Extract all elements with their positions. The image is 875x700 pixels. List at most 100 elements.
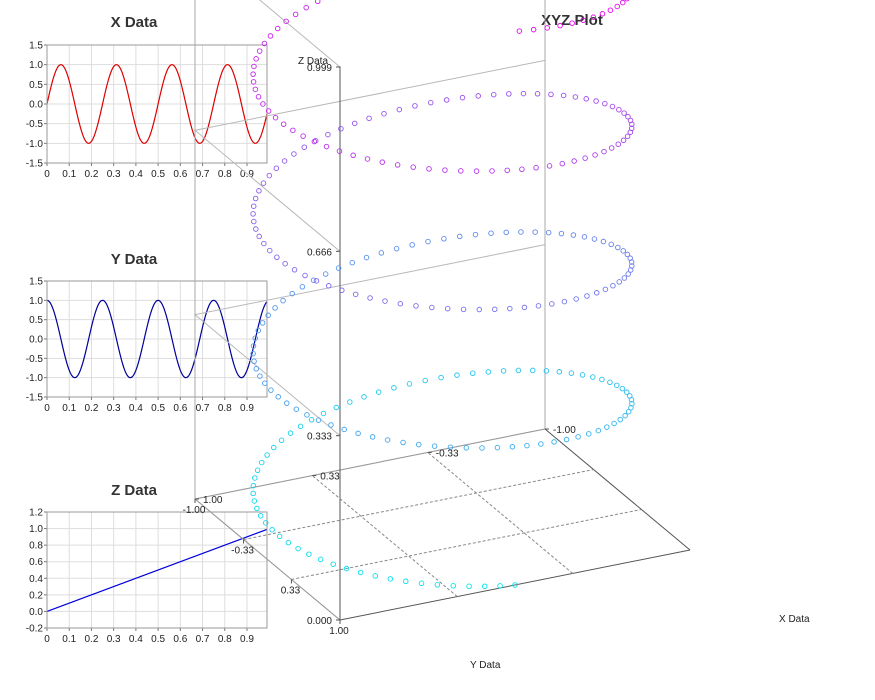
helix-point: [485, 369, 492, 375]
y-data-panel: Y Data 0 0.1 0.2 0.3 0.4 0.5 0.6 0.7 0.8 0.9 1.5 1.…: [26, 251, 268, 414]
helix-point: [434, 582, 441, 588]
helix-point: [532, 229, 538, 235]
helix-point: [602, 286, 609, 293]
y-tick-label: -0.33: [231, 546, 254, 557]
x-tick-label: 0.9: [240, 634, 254, 645]
helix-point: [628, 259, 635, 265]
helix-point: [546, 163, 553, 169]
helix-point: [410, 164, 416, 170]
y-tick-label: 1.5: [29, 277, 43, 288]
helix-point: [561, 298, 568, 305]
helix-point: [280, 121, 287, 127]
helix-point: [285, 539, 292, 546]
helix-point: [406, 381, 413, 387]
x-tick-label: -1.00: [553, 425, 576, 436]
helix-point: [266, 247, 273, 254]
x-tick-label: 0.1: [62, 403, 76, 414]
helix-point: [460, 306, 467, 313]
helix-point: [625, 113, 631, 120]
helix-point: [509, 444, 516, 450]
helix-point: [322, 271, 329, 277]
x-tick-label: 0.2: [84, 169, 98, 180]
helix-point: [520, 90, 527, 97]
x-tick-label: 1.00: [203, 495, 223, 506]
x-data-line: [46, 64, 268, 144]
helix-point: [521, 304, 528, 311]
helix-point: [282, 260, 288, 267]
y-data-line: [46, 299, 268, 379]
helix-point: [601, 148, 607, 155]
helix-point: [629, 121, 635, 128]
y-tick-label: -1.0: [26, 373, 44, 384]
helix-point: [253, 226, 259, 232]
helix-point: [301, 144, 308, 150]
helix-point: [375, 389, 382, 395]
x-tick-label: 0.2: [84, 634, 98, 645]
helix-point: [338, 126, 344, 132]
x-tick-label: 0.7: [196, 634, 210, 645]
helix-point: [620, 137, 627, 144]
helix-point: [361, 394, 367, 400]
x-tick-label: 0.7: [196, 403, 210, 414]
helix-point: [259, 320, 266, 326]
helix-point: [272, 305, 278, 311]
y-tick-label: 0.2: [29, 590, 43, 601]
helix-point: [570, 232, 577, 238]
helix-point: [444, 305, 451, 312]
helix-point: [381, 110, 387, 117]
helix-point: [343, 565, 350, 572]
helix-point: [625, 408, 632, 415]
helix-point: [256, 48, 263, 54]
y-tick-label: 1.00: [329, 626, 349, 637]
y-tick-label: -1.5: [26, 159, 44, 170]
helix-point: [250, 343, 257, 349]
x-tick-label: 0.4: [129, 403, 143, 414]
helix-point: [262, 380, 268, 386]
helix-point: [397, 300, 404, 307]
helix-point: [608, 145, 615, 151]
helix-point: [250, 203, 257, 209]
z-gridline: [258, 0, 341, 68]
helix-point: [535, 303, 542, 309]
helix-point: [255, 94, 262, 100]
helix-point: [518, 229, 524, 235]
y-tick-label: 0.6: [29, 557, 43, 568]
helix-point: [593, 290, 600, 296]
helix-point: [403, 578, 409, 585]
x-tick-label: 0.1: [62, 169, 76, 180]
helix-point: [320, 410, 327, 417]
helix-point: [611, 420, 617, 427]
x-axis-label: X Data: [779, 614, 810, 625]
helix-point: [581, 234, 588, 240]
helix-point: [347, 399, 353, 405]
x-data-plot-frame: [46, 44, 268, 164]
helix-point: [292, 11, 299, 18]
helix-point: [250, 71, 256, 77]
helix-point: [624, 0, 630, 2]
helix-point: [261, 240, 267, 247]
helix-point: [608, 241, 614, 248]
helix-point: [396, 106, 403, 113]
helix-point: [615, 244, 621, 251]
helix-point: [257, 373, 263, 379]
helix-point: [379, 159, 386, 165]
helix-point: [382, 298, 388, 304]
y-tick-label: 1.5: [29, 41, 43, 52]
y-axis-label: Y Data: [470, 660, 501, 671]
helix-point: [472, 231, 479, 238]
helix-point: [556, 369, 563, 375]
helix-point: [260, 101, 266, 107]
z-data-plot-frame: [46, 511, 268, 629]
y-tick-label: 0.0: [29, 335, 43, 346]
helix-point: [488, 230, 494, 236]
helix-point: [530, 26, 537, 33]
helix-point: [336, 148, 343, 154]
helix-point: [274, 254, 280, 261]
helix-point: [549, 301, 555, 307]
helix-point: [350, 152, 356, 159]
helix-point: [387, 576, 394, 582]
helix-point: [275, 394, 281, 400]
helix-point: [622, 412, 628, 419]
x-tick-label: 0.8: [218, 634, 232, 645]
z-tick-label: 0.000: [307, 616, 332, 627]
